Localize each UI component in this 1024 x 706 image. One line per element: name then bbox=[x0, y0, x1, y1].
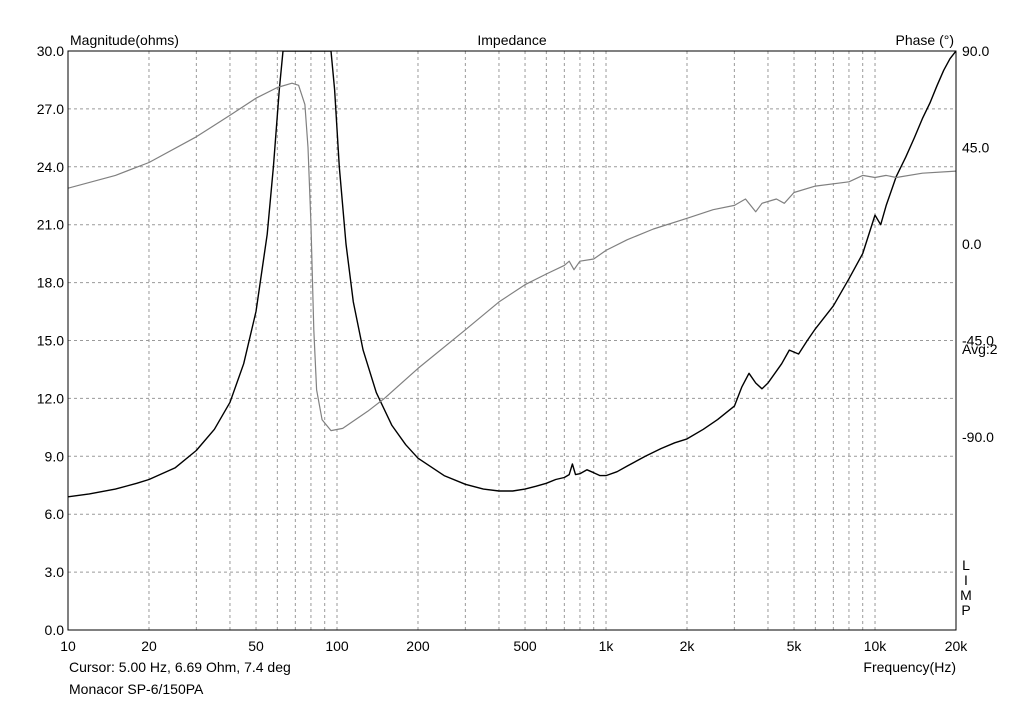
right-axis-label: Phase (°) bbox=[895, 32, 954, 48]
y-right-tick-label: -90.0 bbox=[962, 429, 994, 445]
y-left-tick-label: 27.0 bbox=[37, 101, 64, 117]
x-tick-label: 20k bbox=[945, 638, 969, 654]
y-left-tick-label: 0.0 bbox=[45, 622, 65, 638]
y-left-tick-label: 18.0 bbox=[37, 275, 64, 291]
y-right-tick-label: 45.0 bbox=[962, 140, 989, 156]
y-left-tick-label: 12.0 bbox=[37, 390, 64, 406]
tick-labels: 10 20 50 100 200 500 1k 2k 5k 10k 20k 0.0 3.0 6.0 9.0 1… bbox=[37, 43, 994, 654]
x-tick-label: 10 bbox=[60, 638, 76, 654]
x-tick-label: 500 bbox=[513, 638, 537, 654]
left-axis-label: Magnitude(ohms) bbox=[70, 32, 179, 48]
x-tick-label: 100 bbox=[325, 638, 349, 654]
x-tick-label: 1k bbox=[599, 638, 615, 654]
limp-letter-i: I bbox=[964, 572, 968, 588]
limp-letter-p: P bbox=[961, 602, 970, 618]
y-right-tick-label: -45.0 bbox=[962, 333, 994, 349]
magnitude-curve bbox=[68, 51, 956, 498]
avg-annotation: Avg:2 bbox=[962, 341, 998, 357]
y-right-tick-label: 0.0 bbox=[962, 236, 982, 252]
series-group bbox=[68, 51, 956, 498]
x-tick-label: 20 bbox=[141, 638, 157, 654]
y-left-tick-label: 30.0 bbox=[37, 43, 64, 59]
y-left-tick-label: 3.0 bbox=[45, 564, 65, 580]
y-left-tick-label: 24.0 bbox=[37, 159, 64, 175]
y-left-tick-label: 6.0 bbox=[45, 506, 65, 522]
chart-title: Impedance bbox=[477, 32, 546, 48]
cursor-readout: Cursor: 5.00 Hz, 6.69 Ohm, 7.4 deg bbox=[69, 659, 291, 675]
phase-curve bbox=[68, 82, 956, 432]
model-name: Monacor SP-6/150PA bbox=[69, 681, 204, 697]
x-axis-label: Frequency(Hz) bbox=[863, 659, 956, 675]
x-tick-label: 200 bbox=[406, 638, 430, 654]
y-left-tick-label: 9.0 bbox=[45, 448, 65, 464]
limp-letter-m: M bbox=[960, 587, 972, 603]
y-left-tick-label: 15.0 bbox=[37, 333, 64, 349]
x-tick-label: 2k bbox=[680, 638, 696, 654]
y-right-tick-label: 90.0 bbox=[962, 43, 989, 59]
x-tick-label: 50 bbox=[248, 638, 264, 654]
x-tick-label: 10k bbox=[864, 638, 888, 654]
x-tick-label: 5k bbox=[787, 638, 803, 654]
y-left-tick-label: 21.0 bbox=[37, 217, 64, 233]
plot-frame bbox=[67, 50, 957, 631]
limp-letter-l: L bbox=[962, 557, 970, 573]
